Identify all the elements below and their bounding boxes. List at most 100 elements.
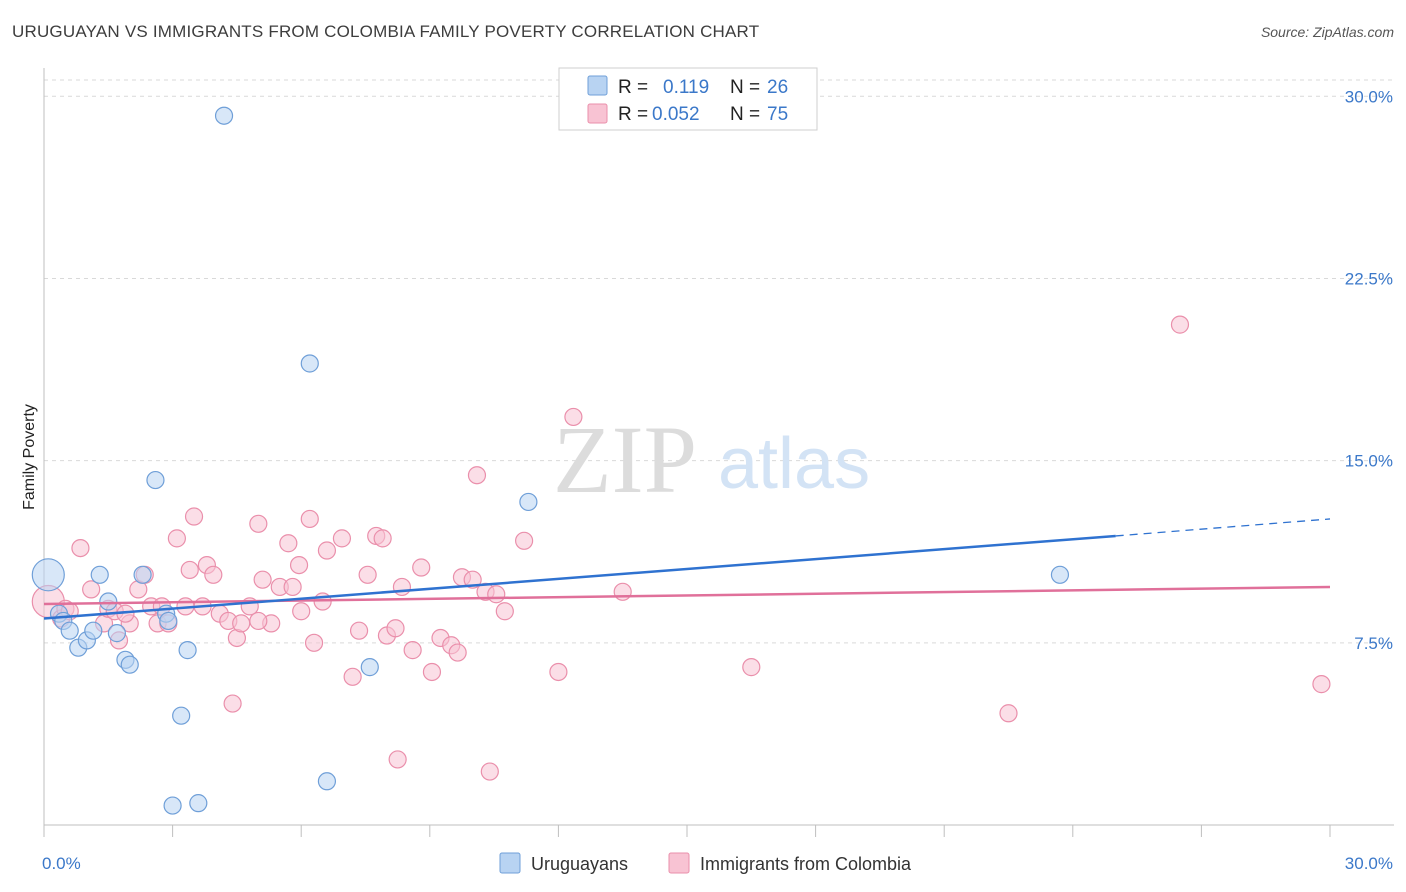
y-tick-label: 30.0% — [1345, 87, 1393, 106]
colombia-point — [403, 641, 422, 660]
trend-line-uruguayans — [43, 534, 1116, 620]
legend-r-label-colombia: R = — [618, 104, 648, 125]
axes — [43, 68, 1394, 837]
legend-r-label-uruguayans: R = — [618, 77, 648, 98]
colombia-point — [412, 558, 431, 577]
trend-line-colombia — [43, 585, 1331, 606]
colombia-point — [300, 509, 319, 529]
bottom-legend: Uruguayans Immigrants from Colombia — [499, 852, 912, 874]
colombia-point — [549, 662, 568, 682]
chart-title: URUGUAYAN VS IMMIGRANTS FROM COLOMBIA FA… — [12, 22, 760, 41]
y-tick-label: 15.0% — [1345, 452, 1393, 471]
trend-lines — [43, 518, 1331, 620]
x-tick-labels: 0.0% 30.0% — [42, 854, 1393, 873]
uruguayans-point — [60, 621, 79, 640]
series-uruguayans-points — [31, 106, 1070, 815]
bottom-legend-label-uruguayans: Uruguayans — [531, 854, 628, 874]
legend-n-label-colombia: N = — [730, 104, 760, 125]
colombia-point — [343, 667, 362, 686]
colombia-point — [249, 514, 268, 533]
colombia-point — [283, 577, 302, 597]
colombia-point — [1312, 675, 1331, 694]
colombia-point — [564, 407, 583, 427]
uruguayans-point — [172, 706, 191, 725]
colombia-point — [613, 582, 632, 601]
bottom-legend-swatch-uruguayans — [499, 852, 521, 874]
uruguayans-point — [99, 592, 118, 611]
uruguayans-point — [120, 655, 139, 674]
colombia-point — [999, 704, 1018, 723]
y-tick-labels: 7.5% 15.0% 22.5% 30.0% — [1345, 87, 1393, 653]
colombia-point — [448, 643, 467, 662]
watermark-atlas: atlas — [718, 424, 870, 504]
bottom-legend-label-colombia: Immigrants from Colombia — [700, 854, 912, 874]
colombia-point — [249, 611, 268, 631]
legend-r-value-uruguayans: 0.119 — [663, 77, 709, 98]
uruguayans-point — [159, 611, 178, 631]
colombia-point — [289, 555, 309, 575]
legend-n-value-colombia: 75 — [767, 104, 788, 125]
x-tick-label-max: 30.0% — [1345, 854, 1393, 873]
colombia-point — [167, 529, 186, 548]
colombia-point — [304, 633, 324, 652]
colombia-point — [467, 466, 487, 485]
uruguayans-point — [360, 658, 379, 677]
legend-n-label-uruguayans: N = — [730, 77, 760, 98]
colombia-point — [373, 529, 392, 548]
y-tick-label: 22.5% — [1345, 269, 1393, 288]
colombia-point — [349, 621, 369, 640]
colombia-point — [184, 507, 204, 526]
source-label: Source: ZipAtlas.com — [1260, 24, 1394, 40]
uruguayans-point — [1050, 565, 1070, 584]
watermark: ZIP atlas — [553, 406, 870, 513]
colombia-point — [392, 577, 412, 597]
grid-lines — [44, 79, 1394, 644]
colombia-point — [223, 694, 242, 713]
colombia-point — [388, 750, 407, 769]
uruguayans-point — [133, 565, 152, 584]
uruguayans-point — [189, 794, 208, 813]
legend-swatch-uruguayans — [587, 75, 608, 96]
colombia-point — [204, 565, 223, 584]
uruguayans-point — [519, 492, 538, 512]
series-colombia-points — [31, 315, 1331, 781]
y-tick-label: 7.5% — [1354, 634, 1393, 653]
uruguayans-point — [214, 106, 234, 125]
legend-swatch-colombia — [587, 103, 608, 124]
colombia-point — [422, 662, 442, 682]
uruguayans-point — [84, 621, 103, 640]
colombia-point — [1170, 315, 1190, 334]
uruguayans-point — [146, 470, 165, 490]
colombia-point — [515, 531, 534, 550]
colombia-point — [480, 762, 499, 781]
colombia-point — [495, 602, 514, 621]
colombia-point — [332, 529, 352, 548]
colombia-point — [279, 534, 298, 553]
trend-line-uruguayans-extension — [1115, 518, 1331, 537]
legend-box: R = 0.119 N = 26 R = 0.052 N = 75 — [558, 67, 818, 131]
uruguayans-point — [107, 624, 126, 643]
uruguayans-point — [163, 796, 182, 815]
colombia-point — [358, 565, 377, 584]
y-axis-title: Family Poverty — [21, 404, 38, 510]
colombia-point — [317, 541, 337, 560]
legend-r-value-colombia: 0.052 — [652, 104, 700, 125]
uruguayans-point — [90, 565, 109, 584]
colombia-point — [742, 658, 761, 677]
colombia-point — [487, 585, 506, 604]
uruguayans-point — [317, 772, 337, 791]
legend-n-value-uruguayans: 26 — [767, 77, 788, 98]
uruguayans-point — [300, 354, 319, 373]
colombia-point — [292, 602, 311, 621]
colombia-point — [253, 570, 272, 589]
colombia-point — [82, 580, 101, 599]
colombia-point — [232, 614, 251, 633]
bottom-legend-swatch-colombia — [668, 852, 690, 874]
colombia-point — [180, 560, 199, 580]
colombia-point — [71, 538, 90, 558]
x-tick-label-min: 0.0% — [42, 854, 81, 873]
uruguayans-point — [31, 558, 65, 592]
colombia-point — [386, 619, 405, 638]
uruguayans-point — [178, 641, 197, 660]
